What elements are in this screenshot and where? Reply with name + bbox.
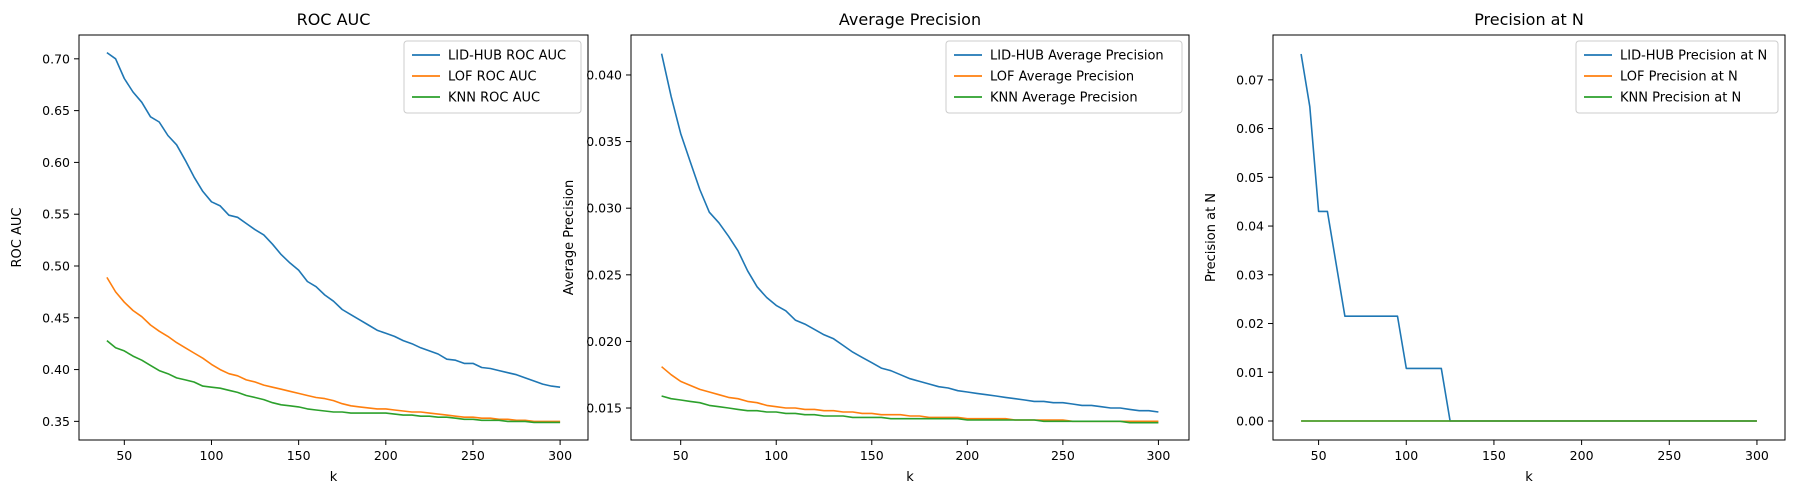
y-tick-label: 0.70	[42, 51, 70, 66]
series-line-3	[661, 395, 1159, 424]
x-tick-label: 200	[1570, 448, 1594, 463]
plot-frame	[630, 34, 1190, 441]
subplot-2: Average Precision k Average Precision 50 100…	[562, 10, 1190, 485]
legend: LID-HUB ROC AUC LOF ROC AUC KNN ROC AUC	[403, 40, 582, 114]
series-line-1	[106, 51, 561, 388]
legend-label: LOF Average Precision	[990, 70, 1134, 85]
legend-label: LID-HUB ROC AUC	[448, 49, 566, 64]
x-tick-label: 300	[548, 448, 572, 463]
y-axis-label: ROC AUC	[10, 208, 25, 268]
legend-box	[945, 40, 1183, 114]
series-line-1	[660, 53, 1159, 413]
x-tick-label: 50	[673, 448, 689, 463]
y-tick-label: 0.020	[586, 334, 622, 349]
legend-box	[403, 40, 582, 114]
legend-label: KNN Average Precision	[990, 91, 1138, 106]
legend-label: LOF ROC AUC	[448, 70, 537, 85]
x-tick-label: 250	[1657, 448, 1681, 463]
chart-title: Precision at N	[1474, 10, 1584, 29]
x-tick-label: 50	[1311, 448, 1327, 463]
y-tick-label: 0.05	[1236, 170, 1264, 185]
x-tick-label: 200	[374, 448, 398, 463]
y-tick-label: 0.60	[42, 155, 70, 170]
x-tick-label: 200	[955, 448, 979, 463]
legend-box	[1575, 40, 1779, 114]
legend-label: LID-HUB Average Precision	[990, 49, 1164, 64]
y-tick-label: 0.40	[42, 362, 70, 377]
subplot-3: Precision at N k Precision at N 50 100 150 200…	[1204, 10, 1786, 485]
y-tick-label: 0.50	[42, 258, 70, 273]
y-tick-label: 0.01	[1236, 365, 1264, 380]
x-axis-label: k	[1525, 470, 1533, 485]
y-tick-label: 0.015	[586, 401, 622, 416]
y-axis-label: Average Precision	[562, 180, 577, 296]
y-tick-label: 0.035	[586, 134, 622, 149]
chart-title: ROC AUC	[297, 10, 371, 29]
plot-frame	[1272, 34, 1786, 441]
chart-title: Average Precision	[839, 10, 981, 29]
x-tick-label: 300	[1146, 448, 1170, 463]
x-axis-label: k	[906, 470, 914, 485]
plot-frame	[78, 34, 589, 441]
x-tick-label: 100	[764, 448, 788, 463]
legend-label: KNN Precision at N	[1620, 91, 1741, 106]
y-tick-label: 0.65	[42, 103, 70, 118]
legend: LID-HUB Precision at N LOF Precision at N…	[1575, 40, 1779, 114]
y-tick-label: 0.07	[1236, 72, 1264, 87]
legend-label: LOF Precision at N	[1620, 70, 1738, 85]
y-tick-label: 0.04	[1236, 219, 1264, 234]
series-line-3	[106, 339, 561, 424]
y-tick-label: 0.03	[1236, 267, 1264, 282]
x-tick-label: 250	[1051, 448, 1075, 463]
y-tick-label: 0.06	[1236, 121, 1264, 136]
y-tick-label: 0.02	[1236, 316, 1264, 331]
y-tick-label: 0.55	[42, 207, 70, 222]
y-axis-label: Precision at N	[1204, 193, 1219, 282]
x-tick-label: 250	[461, 448, 485, 463]
x-tick-label: 150	[860, 448, 884, 463]
x-axis-label: k	[330, 470, 338, 485]
y-tick-label: 0.040	[586, 67, 622, 82]
y-tick-label: 0.35	[42, 414, 70, 429]
series-line-2	[106, 276, 561, 423]
y-tick-label: 0.45	[42, 310, 70, 325]
y-tick-label: 0.030	[586, 201, 622, 216]
x-tick-label: 150	[1482, 448, 1506, 463]
legend: LID-HUB Average Precision LOF Average Pre…	[945, 40, 1183, 114]
x-tick-label: 300	[1745, 448, 1769, 463]
legend-label: LID-HUB Precision at N	[1620, 49, 1767, 64]
legend-label: KNN ROC AUC	[448, 91, 540, 106]
x-tick-label: 100	[200, 448, 224, 463]
x-tick-label: 100	[1394, 448, 1418, 463]
x-tick-label: 50	[116, 448, 132, 463]
series-line-2	[661, 366, 1159, 423]
x-tick-label: 150	[287, 448, 311, 463]
subplot-1: ROC AUC k ROC AUC 50 100 150 200 250 300 0.35 0.40…	[10, 10, 589, 485]
y-tick-label: 0.00	[1236, 413, 1264, 428]
y-tick-label: 0.025	[586, 267, 622, 282]
